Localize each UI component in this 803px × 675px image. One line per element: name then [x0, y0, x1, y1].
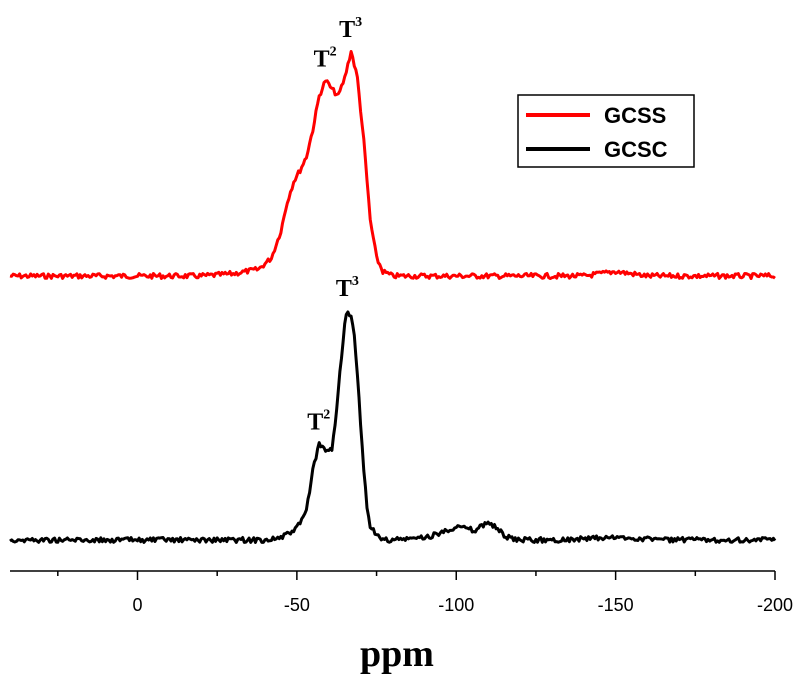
- x-tick-label: 0: [132, 595, 142, 615]
- x-axis-title: ppm: [360, 633, 434, 675]
- x-tick-label: -200: [757, 595, 793, 615]
- series-line-gcss: [9, 50, 776, 280]
- x-tick-label: -100: [438, 595, 474, 615]
- series-layer: [9, 50, 777, 544]
- legend-box: [517, 94, 695, 168]
- x-axis: 0 -50 -100 -150 -200: [10, 570, 793, 615]
- peak-label-gcsc-t3: T3: [336, 274, 359, 302]
- series-line-gcsc: [9, 310, 777, 544]
- x-tick-label: -50: [284, 595, 310, 615]
- peak-label-gcsc-t2: T2: [307, 407, 330, 435]
- legend: GCSS GCSC: [517, 94, 695, 168]
- legend-label-gcsc: GCSC: [604, 137, 668, 162]
- peak-label-gcss-t3: T3: [339, 15, 362, 43]
- legend-label-gcss: GCSS: [604, 103, 666, 128]
- peak-label-gcss-t2: T2: [314, 44, 337, 72]
- x-tick-label: -150: [598, 595, 634, 615]
